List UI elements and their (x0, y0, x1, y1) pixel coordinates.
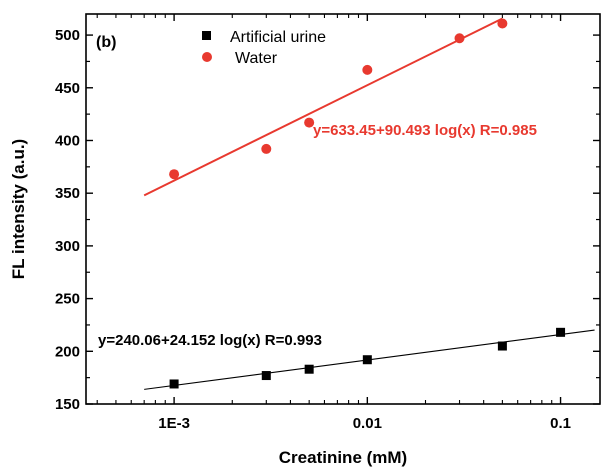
point-water (362, 64, 373, 75)
y-tick-label: 450 (55, 80, 80, 97)
x-axis: 1E-3 0.01 0.1 (96, 14, 571, 432)
y-tick-label: 300 (55, 238, 80, 255)
panel-label: (b) (96, 34, 116, 51)
legend-marker-artificial-urine (202, 31, 211, 40)
plot-frame (85, 13, 601, 405)
legend-label-water: Water (235, 50, 278, 67)
data-points (169, 18, 566, 389)
point-water (261, 143, 272, 154)
x-axis-title: Creatinine (mM) (279, 448, 407, 467)
legend: Artificial urine Water (202, 29, 326, 67)
point-artificial-urine (169, 379, 179, 389)
y-tick-label: 150 (55, 396, 80, 413)
y-tick-label: 500 (55, 27, 80, 44)
x-tick-label: 1E-3 (158, 415, 190, 432)
point-water (497, 18, 508, 29)
x-tick-label: 0.01 (353, 415, 382, 432)
legend-marker-water (202, 52, 212, 62)
y-axis-title: FL intensity (a.u.) (9, 139, 28, 279)
point-artificial-urine (497, 341, 507, 351)
y-tick-label: 200 (55, 343, 80, 360)
point-water (454, 33, 465, 44)
point-water (169, 169, 180, 180)
fit-line-water (143, 17, 503, 197)
point-artificial-urine (362, 355, 372, 365)
point-water (304, 117, 315, 128)
point-artificial-urine (556, 327, 566, 337)
equation-water: y=633.45+90.493 log(x) R=0.985 (313, 122, 537, 139)
point-artificial-urine (304, 364, 314, 374)
x-tick-label: 0.1 (550, 415, 571, 432)
y-tick-label: 400 (55, 132, 80, 149)
y-tick-label: 250 (55, 291, 80, 308)
y-axis: 150 200 250 300 350 400 450 500 (55, 27, 600, 413)
point-artificial-urine (261, 371, 271, 381)
equation-artificial-urine: y=240.06+24.152 log(x) R=0.993 (98, 332, 322, 349)
y-tick-label: 350 (55, 185, 80, 202)
legend-label-artificial-urine: Artificial urine (230, 29, 326, 46)
